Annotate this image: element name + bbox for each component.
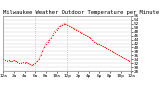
Text: Milwaukee Weather Outdoor Temperature per Minute (Last 24 Hours): Milwaukee Weather Outdoor Temperature pe… [3,10,160,15]
